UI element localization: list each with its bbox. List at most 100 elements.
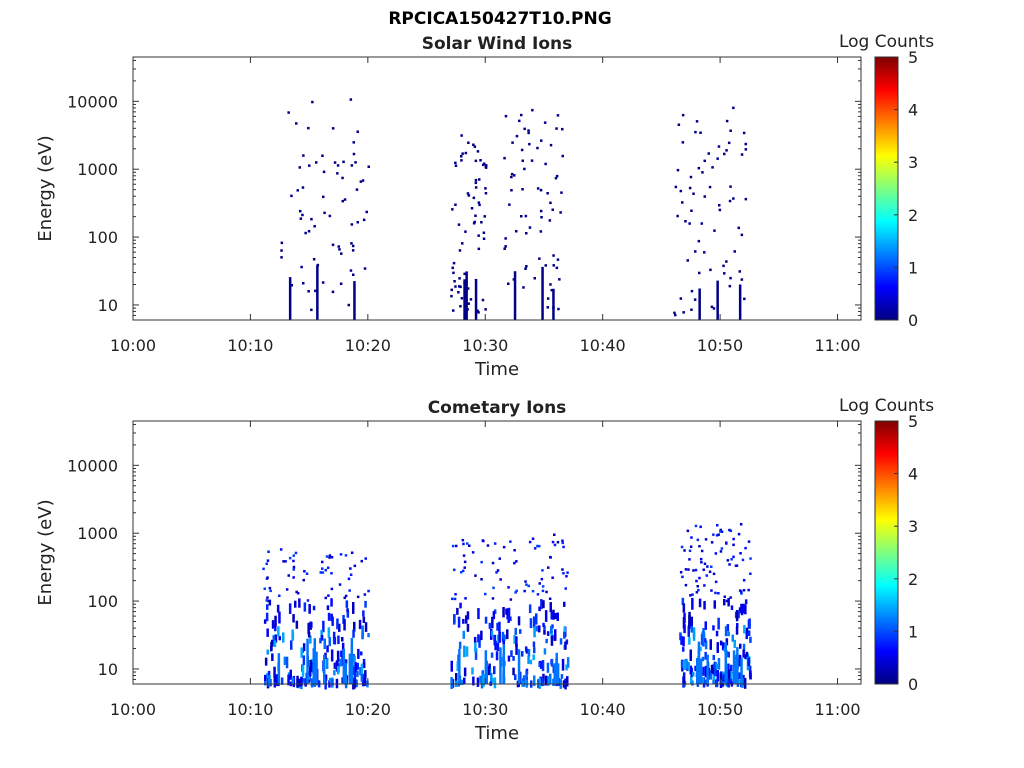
data-cell	[490, 652, 494, 658]
data-cell	[717, 533, 720, 536]
data-cell	[690, 209, 693, 212]
data-cell	[692, 569, 695, 572]
data-cell	[698, 576, 701, 580]
data-cell	[712, 679, 715, 684]
data-cell	[328, 554, 332, 557]
data-cell	[704, 640, 708, 650]
data-cell	[353, 670, 357, 682]
data-cell	[507, 586, 510, 589]
data-cell	[723, 599, 726, 606]
data-cell	[492, 586, 495, 590]
colorbar-label: Log Counts	[839, 32, 934, 52]
data-cell	[674, 185, 678, 189]
data-cell	[322, 170, 326, 174]
data-cell	[704, 538, 708, 541]
data-cell	[265, 562, 268, 565]
data-cell	[300, 676, 303, 687]
data-cell	[738, 589, 742, 592]
data-cell	[561, 539, 564, 542]
data-cell	[749, 557, 752, 560]
data-cell	[546, 297, 550, 300]
data-cell	[280, 241, 284, 245]
data-cell	[278, 611, 281, 624]
data-cell	[509, 540, 512, 543]
data-cell	[731, 634, 734, 642]
data-cell	[519, 629, 522, 634]
data-cell	[284, 560, 287, 563]
data-cell	[362, 610, 365, 617]
colorbar-tick-label: 5	[908, 48, 918, 67]
data-cell	[301, 186, 305, 189]
data-cell	[690, 667, 693, 677]
data-cell	[747, 657, 750, 666]
data-cell	[542, 622, 545, 627]
data-cell	[303, 602, 307, 612]
data-cell	[267, 676, 270, 687]
data-cell	[321, 281, 325, 284]
data-cell	[496, 634, 500, 643]
data-cell	[302, 154, 305, 157]
data-cell	[343, 596, 346, 600]
data-cell	[328, 677, 332, 683]
data-cell	[555, 174, 559, 178]
data-cell	[727, 597, 730, 607]
data-cell	[550, 636, 554, 646]
data-cell	[504, 114, 508, 118]
data-cell	[720, 530, 724, 533]
data-cell	[697, 239, 701, 243]
data-cell	[336, 666, 340, 675]
y-tick-label: 10	[98, 660, 118, 679]
data-cell	[263, 587, 266, 590]
colorbar-tick-label: 5	[908, 412, 918, 431]
data-cell	[484, 192, 488, 195]
data-cell	[515, 643, 518, 655]
data-cell	[504, 245, 507, 248]
data-cell	[540, 216, 543, 219]
data-cell	[480, 221, 483, 224]
data-cell	[545, 590, 548, 594]
data-cell	[716, 524, 719, 527]
data-cell	[698, 598, 702, 608]
data-cell	[562, 572, 565, 575]
data-cell	[536, 593, 540, 596]
data-cell	[453, 614, 456, 625]
data-cell	[321, 567, 324, 570]
data-cell	[301, 665, 305, 677]
data-cell	[462, 542, 465, 546]
data-cell	[307, 290, 310, 293]
data-cell	[535, 625, 539, 632]
data-cell	[699, 557, 703, 561]
data-cell	[728, 199, 732, 203]
data-cell	[726, 559, 730, 562]
data-cell	[683, 624, 686, 634]
data-cell	[554, 629, 557, 641]
data-cell	[539, 230, 543, 233]
data-cell	[541, 677, 545, 683]
data-cell	[333, 637, 337, 645]
data-cell	[557, 307, 560, 311]
data-cell	[264, 657, 268, 666]
data-cell	[552, 609, 555, 620]
data-cell	[682, 603, 686, 613]
data-cell	[474, 181, 478, 185]
data-cell	[743, 677, 747, 689]
data-cell	[693, 298, 697, 301]
data-cell	[732, 106, 735, 110]
data-cell	[322, 195, 325, 199]
data-cell	[457, 616, 461, 628]
data-cell	[715, 663, 719, 670]
data-cell	[486, 544, 490, 547]
data-cell	[517, 649, 521, 684]
data-cell	[477, 234, 480, 237]
data-cell	[495, 651, 499, 661]
data-cell	[266, 628, 269, 637]
data-cell	[695, 579, 698, 583]
x-tick-label: 10:20	[345, 336, 391, 355]
data-cell	[546, 192, 549, 195]
data-cell	[743, 297, 746, 301]
data-cell	[522, 286, 525, 289]
data-cell	[474, 574, 477, 577]
data-cell	[266, 649, 269, 655]
data-cell	[358, 619, 362, 630]
